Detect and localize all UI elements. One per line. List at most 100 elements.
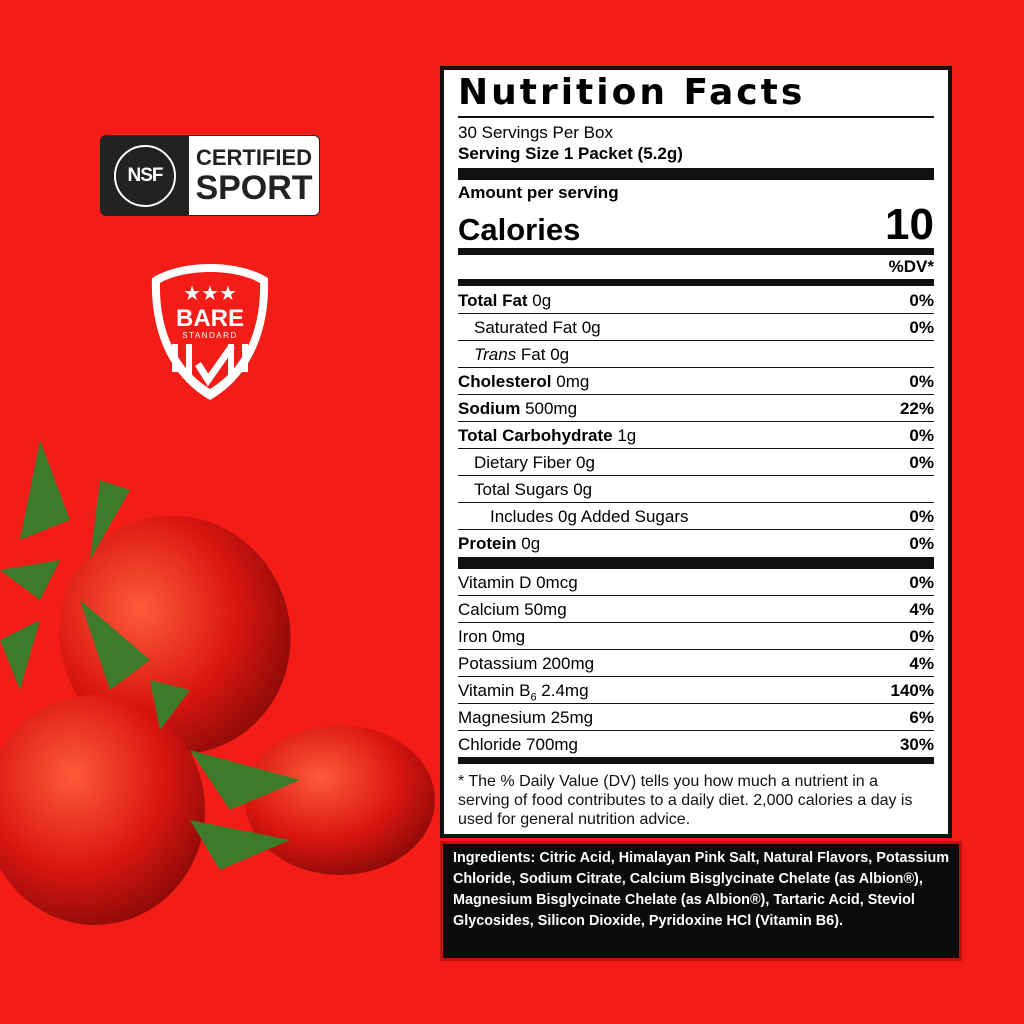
nutrient-row: Sodium 500mg 22%	[458, 395, 934, 422]
nutrient-row: Trans Fat 0g	[458, 341, 934, 368]
nutrient-label: Total Sugars 0g	[474, 480, 593, 499]
bare-line2: STANDARD	[182, 331, 237, 340]
vitamin-dv: 4%	[909, 654, 934, 673]
nutrient-amount: 0mg	[551, 372, 590, 391]
vitamin-row: Chloride 700mg 30%	[458, 731, 934, 757]
dv-header: %DV*	[888, 257, 934, 276]
nutrient-dv: 0%	[909, 507, 934, 526]
nutrient-label: Cholesterol	[458, 372, 552, 391]
vitamin-dv: 4%	[909, 600, 934, 619]
calories-label: Calories	[458, 212, 581, 247]
servings-per-box: 30 Servings Per Box	[458, 123, 613, 142]
strawberries-image	[0, 440, 435, 925]
vitamin-name: Chloride 700mg	[458, 731, 578, 757]
nutrient-label: Saturated Fat 0g	[474, 318, 601, 337]
vitamin-name: Magnesium 25mg	[458, 704, 593, 730]
nutrient-name: Dietary Fiber 0g	[458, 449, 595, 475]
nutrient-label: Includes 0g Added Sugars	[490, 507, 689, 526]
vitamin-dv: 30%	[899, 735, 934, 754]
vitamin-dv: 0%	[909, 627, 934, 646]
nutrient-row: Includes 0g Added Sugars 0%	[458, 503, 934, 530]
nutrient-amount: 1g	[612, 426, 637, 445]
vitamin-label: Calcium 50mg	[458, 600, 567, 619]
bare-line1: BARE	[176, 305, 244, 332]
nsf-logo: NSF	[114, 144, 176, 207]
nutrient-amount: Fat 0g	[516, 345, 570, 364]
nutrition-facts-panel: Nutrition Facts 30 Servings Per Box Serv…	[440, 66, 952, 838]
vitamin-label: Vitamin B	[458, 681, 531, 700]
nutrient-row: Total Fat 0g 0%	[458, 287, 934, 314]
vitamin-row: Iron 0mg 0%	[458, 623, 934, 650]
dv-footnote: * The % Daily Value (DV) tells you how m…	[458, 773, 913, 828]
vitamin-name: Vitamin B6 2.4mg	[458, 677, 589, 703]
nutrition-facts-title: Nutrition Facts	[458, 70, 934, 118]
nutrient-name: Includes 0g Added Sugars	[458, 503, 688, 529]
vitamin-dv: 0%	[909, 573, 934, 592]
bare-standard-shield-icon: ★★★ BARE STANDARD	[151, 264, 269, 400]
vitamin-subscript: 6	[530, 691, 537, 704]
vitamin-label: Magnesium 25mg	[458, 708, 594, 727]
nutrient-name: Saturated Fat 0g	[458, 314, 601, 340]
nutrient-row: Protein 0g 0%	[458, 530, 934, 556]
nutrient-label: Dietary Fiber 0g	[474, 453, 595, 472]
nutrient-row: Total Sugars 0g	[458, 476, 934, 503]
nutrient-name: Total Sugars 0g	[458, 476, 592, 502]
vitamin-name: Vitamin D 0mcg	[458, 569, 578, 595]
vitamin-row: Vitamin B6 2.4mg 140%	[458, 677, 934, 704]
nutrient-name: Protein 0g	[458, 530, 540, 556]
vitamin-label: Iron 0mg	[458, 627, 526, 646]
divider	[458, 168, 934, 180]
vitamin-name: Iron 0mg	[458, 623, 525, 649]
svg-text:★★★: ★★★	[183, 281, 237, 305]
vitamin-row: Vitamin D 0mcg 0%	[458, 569, 934, 596]
divider	[458, 248, 934, 255]
vitamin-dv: 6%	[909, 708, 934, 727]
amount-per-serving: Amount per serving	[458, 183, 619, 202]
nutrient-dv: 0%	[909, 426, 934, 445]
vitamin-row: Potassium 200mg 4%	[458, 650, 934, 677]
nutrient-name: Total Fat 0g	[458, 287, 551, 313]
vitamin-dv: 140%	[890, 681, 934, 700]
nutrient-amount: 0g	[527, 291, 552, 310]
vitamin-label: Vitamin D 0mcg	[458, 573, 578, 592]
nutrient-row: Cholesterol 0mg 0%	[458, 368, 934, 395]
ingredients-box: Ingredients: Citric Acid, Himalayan Pink…	[440, 841, 962, 961]
vitamin-amount: 2.4mg	[536, 681, 589, 700]
nutrient-name: Total Carbohydrate 1g	[458, 422, 636, 448]
nutrient-amount: 0g	[516, 534, 541, 553]
nutrient-dv: 22%	[899, 399, 934, 418]
nutrient-amount: 500mg	[520, 399, 578, 418]
nutrient-dv: 0%	[909, 372, 934, 391]
nutrient-dv: 0%	[909, 534, 934, 553]
vitamin-row: Magnesium 25mg 6%	[458, 704, 934, 731]
vitamin-list: Vitamin D 0mcg 0% Calcium 50mg 4% Iron 0mg 0%…	[458, 569, 934, 757]
divider	[458, 279, 934, 286]
nsf-line1: CERTIFIED	[195, 144, 313, 170]
calories-value: 10	[885, 200, 934, 249]
nutrient-list: Total Fat 0g 0% Saturated Fat 0g 0% Trans Fa…	[458, 287, 934, 556]
nutrient-dv: 0%	[909, 318, 934, 337]
nutrient-dv: 0%	[909, 453, 934, 472]
nsf-certified-sport-badge: NSF CERTIFIED SPORT	[100, 135, 320, 216]
vitamin-name: Calcium 50mg	[458, 596, 567, 622]
vitamin-label: Potassium 200mg	[458, 654, 595, 673]
nutrient-label: Total Fat	[458, 291, 528, 310]
nutrient-label: Protein	[458, 534, 517, 553]
nutrient-name: Trans Fat 0g	[458, 341, 569, 367]
nutrient-row: Saturated Fat 0g 0%	[458, 314, 934, 341]
vitamin-row: Calcium 50mg 4%	[458, 596, 934, 623]
nutrient-row: Total Carbohydrate 1g 0%	[458, 422, 934, 449]
divider	[458, 757, 934, 764]
nutrient-label: Trans	[474, 345, 517, 364]
vitamin-name: Potassium 200mg	[458, 650, 594, 676]
nutrient-label: Total Carbohydrate	[458, 426, 613, 445]
nsf-line2: SPORT	[195, 168, 313, 207]
vitamin-label: Chloride 700mg	[458, 735, 579, 754]
nutrient-name: Sodium 500mg	[458, 395, 577, 421]
nutrient-name: Cholesterol 0mg	[458, 368, 589, 394]
nutrient-label: Sodium	[458, 399, 521, 418]
serving-size: Serving Size 1 Packet (5.2g)	[458, 144, 683, 163]
divider	[458, 557, 934, 569]
nutrient-row: Dietary Fiber 0g 0%	[458, 449, 934, 476]
nutrient-dv: 0%	[909, 291, 934, 310]
